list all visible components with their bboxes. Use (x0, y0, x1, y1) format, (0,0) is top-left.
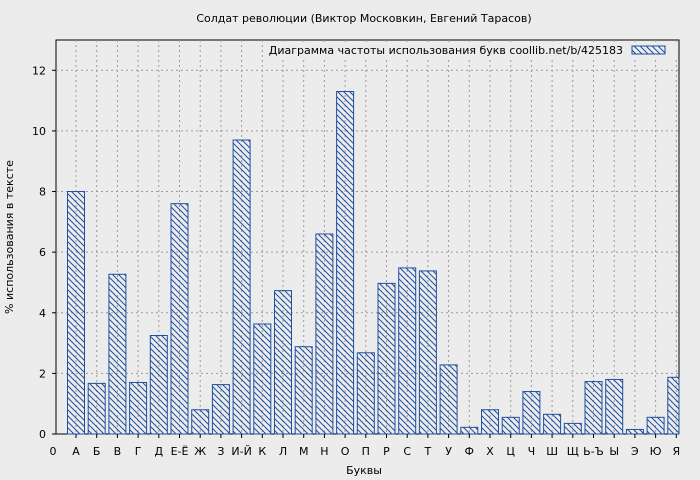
bar (232, 139, 251, 435)
y-tick-label: 0 (39, 428, 46, 441)
x-tick-label: Д (155, 445, 164, 458)
x-tick-label: Ц (506, 445, 515, 458)
bars (67, 91, 680, 435)
bar (625, 428, 644, 435)
bar (191, 409, 210, 435)
x-tick-label: С (403, 445, 411, 458)
y-tick-label: 10 (32, 125, 46, 138)
x-tick-label: М (299, 445, 309, 458)
bar (584, 381, 603, 435)
x-tick-label: Щ (567, 445, 579, 458)
bar (87, 382, 106, 435)
x-tick-label: Х (486, 445, 494, 458)
x-tick-label-origin: 0 (50, 445, 57, 458)
chart-title: Солдат революции (Виктор Московкин, Евге… (196, 12, 531, 25)
x-tick-label: Ю (650, 445, 662, 458)
legend-label: Диаграмма частоты использования букв coo… (269, 44, 623, 57)
x-tick-label: З (217, 445, 224, 458)
x-tick-label: Н (320, 445, 328, 458)
bar (294, 346, 313, 435)
x-tick-label: Г (135, 445, 142, 458)
y-tick-label: 8 (39, 186, 46, 199)
bar (170, 203, 189, 435)
x-tick-label: Ш (546, 445, 558, 458)
y-tick-label: 6 (39, 246, 46, 259)
x-tick-label: Ы (609, 445, 619, 458)
x-tick-label: Я (672, 445, 680, 458)
x-tick-label: В (114, 445, 122, 458)
bar (253, 323, 272, 435)
bar (211, 384, 230, 435)
legend-box (279, 43, 677, 57)
x-tick-label: Б (93, 445, 101, 458)
legend: Диаграмма частоты использования букв coo… (269, 43, 677, 57)
bar (356, 352, 375, 435)
x-tick-label: А (72, 445, 80, 458)
ticks: 0 2 4 6 8 10 12 0 А Б В Г Д Е-Ё Ж З И-Й К Л М Н О П Р С Т У Ф Х Ц Ч Ш Щ Ь… (32, 64, 680, 458)
bar (377, 282, 396, 435)
x-tick-label: Л (279, 445, 287, 458)
bar (67, 191, 85, 435)
x-tick-label: Э (631, 445, 639, 458)
y-tick-label: 4 (39, 307, 46, 320)
y-tick-label: 12 (32, 64, 46, 77)
bar (605, 378, 624, 435)
x-tick-label: Ж (194, 445, 206, 458)
bar (418, 270, 437, 435)
y-tick-label: 2 (39, 367, 46, 380)
x-tick-label: Е-Ё (171, 445, 189, 458)
bar (398, 267, 417, 435)
bar (439, 364, 458, 435)
bar (501, 416, 520, 435)
bar (563, 422, 582, 435)
x-tick-label: Ч (528, 445, 536, 458)
bar (108, 273, 127, 435)
bar (667, 376, 680, 435)
x-tick-label: О (341, 445, 350, 458)
x-tick-label: Р (383, 445, 390, 458)
x-tick-label: К (258, 445, 266, 458)
bar (315, 233, 334, 435)
x-tick-label: У (445, 445, 452, 458)
bar (646, 416, 665, 435)
x-tick-label: Т (424, 445, 432, 458)
x-axis-label: Буквы (346, 464, 382, 477)
bar (336, 91, 355, 435)
x-tick-label: И-Й (231, 445, 251, 458)
bar (274, 290, 292, 435)
bar (460, 426, 479, 435)
bar (522, 391, 541, 435)
bar (149, 335, 168, 435)
y-axis-label: % использования в тексте (3, 160, 16, 314)
grid (56, 40, 679, 434)
bar (481, 409, 499, 435)
bar (129, 381, 148, 435)
legend-swatch (631, 45, 666, 55)
x-tick-label: П (362, 445, 370, 458)
x-tick-label: Ь-Ъ (583, 445, 604, 458)
bar (543, 413, 562, 435)
x-tick-label: Ф (465, 445, 474, 458)
